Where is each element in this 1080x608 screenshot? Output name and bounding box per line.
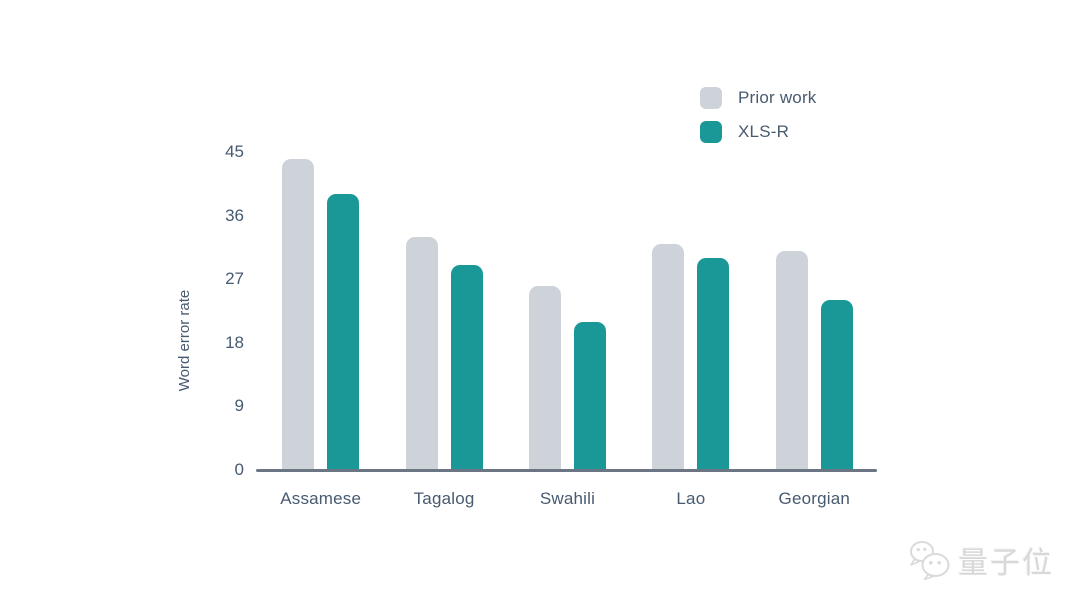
bar-xls-r-assamese (327, 194, 360, 470)
legend-swatch (700, 87, 722, 109)
legend-swatch (700, 121, 722, 143)
bar-xls-r-lao (697, 258, 730, 470)
y-tick-label: 0 (234, 460, 244, 479)
y-tick-label: 45 (225, 142, 244, 161)
x-axis-label-swahili: Swahili (539, 489, 596, 508)
bar-prior-work-assamese (282, 159, 315, 470)
wechat-icon (910, 541, 950, 580)
x-axis-label-lao: Lao (676, 489, 706, 508)
bar-xls-r-tagalog (450, 265, 483, 470)
chart-legend: Prior work XLS-R (700, 87, 817, 155)
x-axis-label-tagalog: Tagalog (413, 489, 475, 508)
x-axis-label-georgian: Georgian (778, 489, 851, 508)
x-axis-line (256, 469, 877, 472)
bar-prior-work-georgian (775, 250, 808, 470)
bar-xls-r-swahili (574, 321, 606, 470)
x-axis-label-assamese: Assamese (280, 489, 362, 508)
y-tick-label: 18 (225, 332, 244, 352)
legend-label: Prior work (738, 88, 817, 107)
y-tick-label: 9 (234, 396, 244, 416)
legend-label: XLS-R (738, 122, 790, 141)
bar-prior-work-tagalog (405, 236, 438, 470)
y-tick-label: 36 (225, 205, 244, 225)
y-tick-label: 27 (225, 269, 244, 289)
watermark-text: 量子位 (958, 546, 1054, 581)
legend-item-0: Prior work (700, 87, 817, 109)
legend-item-1: XLS-R (700, 121, 817, 143)
bar-xls-r-georgian (820, 300, 853, 470)
bar-prior-work-swahili (529, 286, 561, 470)
watermark: 量子位 (908, 538, 1054, 582)
bar-prior-work-lao (652, 243, 685, 470)
